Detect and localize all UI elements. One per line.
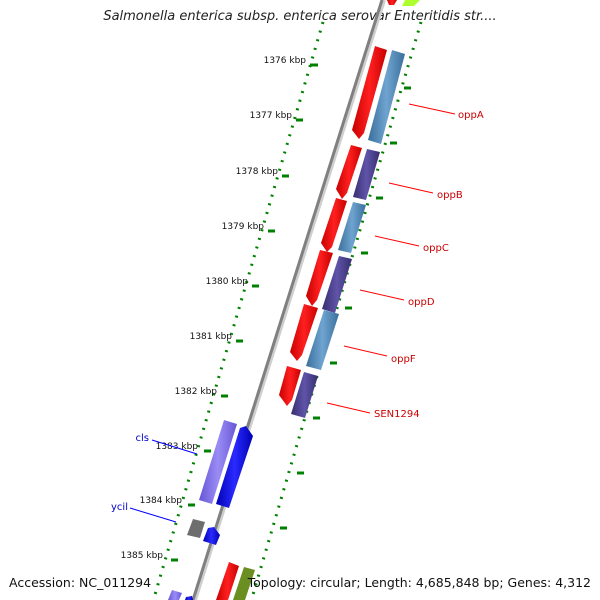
outer-ticks [280, 86, 411, 530]
gene-SEN1294-cog[interactable] [291, 372, 318, 418]
gene-label-oppA[interactable]: oppA [458, 110, 484, 121]
gene-oppB-cog[interactable] [353, 149, 380, 200]
ruler-inner [152, 21, 325, 599]
gene-oppD-cog[interactable] [322, 256, 352, 313]
gene-label-cls[interactable]: cls [136, 433, 150, 444]
gene-oppD-cds[interactable] [306, 250, 333, 306]
label-leader [343, 345, 388, 357]
gene-bottom-blue[interactable] [185, 596, 193, 600]
tick-label: 1385 kbp [121, 551, 164, 561]
gene-label-oppC[interactable]: oppC [423, 243, 449, 254]
gene-label-SEN1294[interactable]: SEN1294 [374, 409, 420, 420]
backbone-shadow [193, 0, 386, 600]
tick-label: 1376 kbp [264, 56, 307, 66]
gene-ycil-cds[interactable] [203, 527, 220, 545]
gene-label-oppD[interactable]: oppD [408, 297, 435, 308]
tick-label: 1382 kbp [175, 387, 218, 397]
genome-backbone [191, 0, 384, 600]
tick-label: 1384 kbp [140, 496, 183, 506]
gene-bottom-olive[interactable] [233, 567, 255, 600]
gene-bottom-lavender[interactable] [168, 590, 182, 600]
gene-label-oppB[interactable]: oppB [437, 190, 463, 201]
gene-oppB-cds[interactable] [336, 145, 362, 199]
tick-label: 1380 kbp [206, 277, 249, 287]
label-leader [374, 235, 420, 247]
gene-SEN1294-cds[interactable] [279, 366, 301, 406]
gene-oppA-cds[interactable] [352, 46, 387, 139]
gene-partial-top-yellowgreen[interactable] [402, 0, 420, 6]
label-leader [359, 289, 405, 301]
accession-text: Accession: NC_011294 [9, 575, 152, 590]
label-leader [388, 182, 434, 194]
gene-cls-cds[interactable] [216, 426, 253, 508]
label-leader [326, 402, 371, 414]
gene-cls-cog[interactable] [199, 420, 237, 504]
tick-label: 1383 kbp [156, 442, 199, 452]
ruler-outer [250, 21, 423, 599]
gene-oppC-cog[interactable] [338, 202, 366, 253]
gene-label-ycil[interactable]: ycil [111, 502, 128, 513]
tick-label: 1377 kbp [250, 111, 293, 121]
tick-label: 1378 kbp [236, 167, 279, 177]
gene-oppF-cog[interactable] [306, 310, 339, 370]
gene-oppA-cog[interactable] [368, 50, 405, 144]
map-title: Salmonella enterica subsp. enterica sero… [103, 9, 497, 24]
gene-label-oppF[interactable]: oppF [391, 354, 416, 365]
gene-ycil-cog[interactable] [187, 519, 205, 538]
gene-oppC-cds[interactable] [321, 198, 347, 252]
genome-summary-text: Topology: circular; Length: 4,685,848 bp… [247, 575, 591, 590]
label-leader [408, 103, 456, 115]
tick-label: 1381 kbp [190, 332, 233, 342]
gene-partial-top[interactable] [387, 0, 397, 5]
gene-bottom-red[interactable] [216, 562, 239, 600]
tick-group: 1376 kbp 1377 kbp 1378 kbp 1379 kbp 1380… [121, 56, 318, 562]
label-leader [151, 439, 198, 455]
tick-label: 1379 kbp [222, 222, 265, 232]
gene-oppF-cds[interactable] [290, 304, 318, 361]
label-leader [129, 507, 177, 523]
